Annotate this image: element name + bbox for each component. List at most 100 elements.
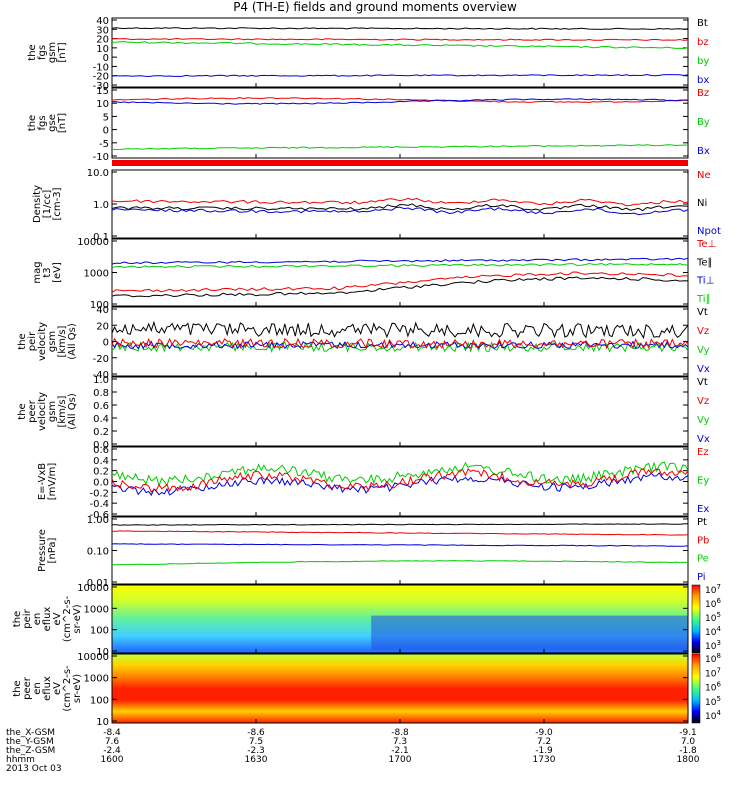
y-axis-label: eflux <box>42 676 53 701</box>
y-tick-label: 20 <box>96 35 109 46</box>
y-tick-label: 0.01 <box>87 578 109 589</box>
y-tick-label: 10 <box>96 44 109 55</box>
colorbar-label: 107 <box>705 583 721 596</box>
colorbar <box>691 584 701 654</box>
y-tick-label: 1000 <box>84 674 109 685</box>
y-tick-label: 0.4 <box>93 414 109 425</box>
y-tick-label: 1000 <box>84 604 109 615</box>
ephemeris-value: 7.2 <box>537 737 551 747</box>
y-axis-label: [km/s] <box>57 325 68 357</box>
y-axis-label: [nPa] <box>47 537 58 563</box>
ephemeris-value: 7.3 <box>393 737 407 747</box>
y-tick-label: 10000 <box>77 652 109 663</box>
colorbar-label: 105 <box>705 611 721 624</box>
y-axis-label: fgs <box>37 45 48 60</box>
series-Pb <box>112 530 689 536</box>
ephemeris-value: -8.4 <box>103 728 121 738</box>
colorbar-label: 104 <box>705 625 721 638</box>
series-Ez <box>111 468 689 493</box>
y-tick-label: 30 <box>96 25 109 36</box>
ephemeris-value: -8.6 <box>247 728 265 738</box>
y-tick-label: 0.0 <box>93 440 109 451</box>
spectrogram <box>112 654 688 723</box>
colorbar-label: 107 <box>705 666 721 679</box>
low-energy-depletion <box>371 615 688 650</box>
y-axis-label: peer <box>27 399 38 423</box>
y-axis-label: fgs <box>37 115 48 130</box>
y-tick-label: 10 <box>96 99 109 110</box>
ephemeris-value: -9.0 <box>535 728 553 738</box>
series-by <box>112 41 689 50</box>
y-axis-label: (All Qs) <box>67 393 78 430</box>
y-axis-label: t3 <box>42 267 53 277</box>
y-axis-label: [cm-3] <box>52 187 63 220</box>
y-axis-label: (cm^2-s- <box>62 595 73 642</box>
legend-entry: Vx <box>697 434 710 445</box>
legend-entry: Pt <box>697 517 707 528</box>
y-tick-label: -5 <box>99 139 109 150</box>
y-tick-label: 100 <box>90 300 109 311</box>
y-tick-label: 100 <box>90 695 109 706</box>
y-axis-label: mag <box>32 261 43 283</box>
y-axis-label: peir <box>27 331 38 351</box>
chart-title: P4 (TH-E) fields and ground moments over… <box>233 0 517 14</box>
y-tick-label: -0.2 <box>89 488 109 499</box>
y-axis-label: Pressure <box>37 529 48 572</box>
y-axis-label: [mV/m] <box>47 463 58 501</box>
legend-entry: Vy <box>697 415 710 426</box>
y-tick-label: 1000 <box>84 269 109 280</box>
y-axis-label: [km/s] <box>57 395 68 427</box>
y-tick-label: 1.00 <box>87 515 109 526</box>
colorbar-label: 108 <box>705 652 721 665</box>
series-Vy <box>111 341 689 354</box>
y-axis-label: Density <box>32 185 43 223</box>
series-Ti-par <box>111 262 689 269</box>
legend-entry: Ni <box>697 198 707 209</box>
legend-entry: Ne <box>697 170 711 181</box>
y-axis-label: peir <box>22 608 33 628</box>
ephemeris-value: -2.3 <box>247 746 265 756</box>
y-tick-label: -0.4 <box>89 499 109 510</box>
panel-efield: 0.60.40.20.0-0.2-0.4-0.6 E=-VxB [mV/m] Ez Ey… <box>37 445 709 521</box>
y-tick-label: 15 <box>96 86 109 97</box>
series-bx <box>111 73 689 78</box>
ephemeris-label: the_Z-GSM <box>6 746 55 756</box>
series-Vx <box>111 340 689 350</box>
legend-entry: Ti∥ <box>696 294 711 305</box>
series-Te-perp <box>111 271 689 293</box>
y-tick-label: 5 <box>103 112 109 123</box>
legend-entry: Te⊥ <box>696 239 716 250</box>
y-axis-label: eV <box>52 612 63 625</box>
y-tick-label: -10 <box>93 62 109 73</box>
y-tick-label: -20 <box>93 354 109 365</box>
legend-entry: Vt <box>697 307 708 318</box>
y-axis-label: velocity <box>37 392 48 431</box>
legend-entry: By <box>697 117 710 128</box>
series-Npot <box>111 206 689 216</box>
legend-entry: Pb <box>697 535 709 546</box>
series-Vt <box>111 320 689 340</box>
ephemeris-value: 1700 <box>389 755 412 765</box>
y-axis-label: [nT] <box>57 113 68 133</box>
y-tick-label: 0.4 <box>93 456 109 467</box>
panel-frame <box>111 376 689 447</box>
ephemeris-label: hhmm <box>6 755 35 765</box>
legend-entry: Vx <box>697 364 710 375</box>
legend-entry: Vz <box>697 396 709 407</box>
ephemeris-value: -2.1 <box>391 746 409 756</box>
legend-entry: bx <box>697 75 709 86</box>
panel-frame <box>111 446 689 517</box>
y-tick-label: 10 <box>96 647 109 658</box>
ephemeris-label: the_X-GSM <box>6 728 55 738</box>
y-tick-label: 1.0 <box>93 200 109 211</box>
series-Bx <box>111 98 688 105</box>
legend-entry: bz <box>697 37 709 48</box>
y-tick-label: 0.8 <box>93 388 109 399</box>
legend-entry: Npot <box>697 226 721 237</box>
ephemeris-value: 7.5 <box>249 737 263 747</box>
ephemeris-value: 1600 <box>101 755 124 765</box>
